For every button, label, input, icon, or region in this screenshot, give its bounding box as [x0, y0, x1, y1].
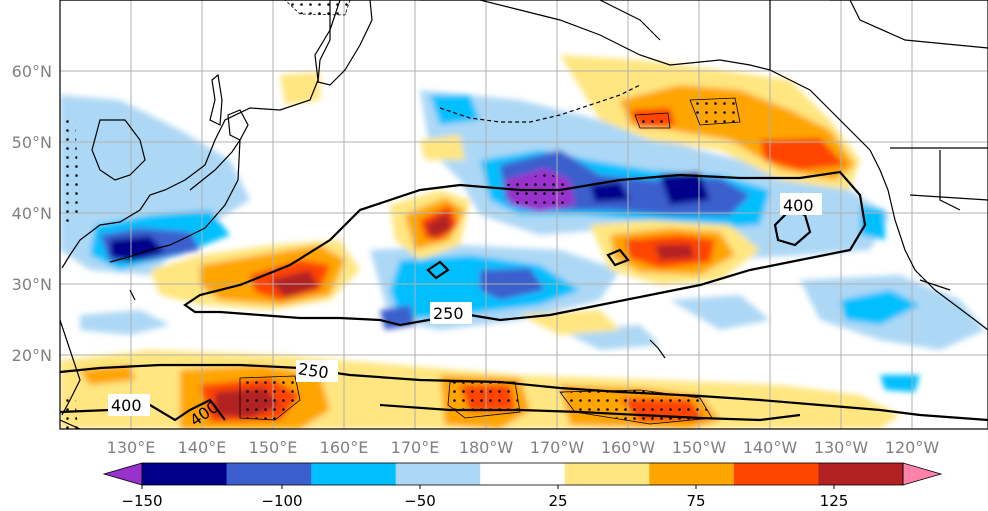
- coastlines: [60, 0, 988, 429]
- map-frame: [59, 0, 988, 430]
- colorbar-cells: [102, 462, 943, 489]
- lat-label: 60°N: [12, 62, 52, 81]
- contour-label: 250: [433, 304, 464, 323]
- colorbar-cell: [311, 463, 397, 485]
- contour-label-group: 400 250 250 400 400: [108, 193, 822, 429]
- colorbar: −150 −100 −50 25 75 125: [102, 462, 943, 510]
- colorbar-frame: [141, 462, 904, 486]
- lon-label: 140°E: [178, 438, 227, 457]
- lat-label: 20°N: [12, 346, 52, 365]
- latitude-labels: 60°N 50°N 40°N 30°N 20°N: [12, 62, 52, 365]
- lon-label: 160°E: [320, 438, 369, 457]
- colorbar-tick-labels: −150 −100 −50 25 75 125: [121, 492, 848, 510]
- lon-label: 130°E: [107, 438, 156, 457]
- lon-label: 170°W: [530, 438, 585, 457]
- colorbar-cell: [649, 463, 735, 485]
- colorbar-tick-label: −100: [261, 492, 302, 510]
- lat-label: 40°N: [12, 204, 52, 223]
- colorbar-tick-label: −50: [404, 492, 436, 510]
- colorbar-tick-label: −150: [121, 492, 162, 510]
- colorbar-cell: [564, 463, 650, 485]
- longitude-labels: 130°E 140°E 150°E 160°E 170°E 180°W 170°…: [107, 438, 940, 457]
- map-panel: 400 250 250 400 400: [60, 0, 988, 429]
- lon-label: 160°W: [601, 438, 656, 457]
- colorbar-cell: [395, 463, 481, 485]
- contour-label: 400: [111, 396, 142, 415]
- anomaly-field: [60, 55, 985, 429]
- lon-label: 140°W: [743, 438, 798, 457]
- lat-label: 30°N: [12, 275, 52, 294]
- colorbar-tick-label: 125: [820, 492, 849, 510]
- colorbar-cell: [818, 463, 904, 485]
- contour-label: 400: [783, 196, 814, 215]
- colorbar-cell: [480, 463, 566, 485]
- colorbar-cell: [142, 463, 228, 485]
- lon-label: 150°W: [672, 438, 727, 457]
- colorbar-extend-min: [102, 462, 143, 486]
- colorbar-extend-max: [902, 462, 943, 486]
- lon-label: 120°W: [885, 438, 940, 457]
- lat-label: 50°N: [12, 133, 52, 152]
- gridlines: [60, 0, 988, 429]
- colorbar-cell: [733, 463, 819, 485]
- lon-label: 170°E: [391, 438, 440, 457]
- colorbar-tick-label: 75: [686, 492, 705, 510]
- lon-label: 180°W: [459, 438, 514, 457]
- colorbar-cell: [226, 463, 312, 485]
- contour-label: 250: [297, 359, 330, 382]
- significance-stippling: [60, 0, 741, 429]
- lon-label: 150°E: [249, 438, 298, 457]
- colorbar-tick-label: 25: [548, 492, 567, 510]
- lon-label: 130°W: [814, 438, 869, 457]
